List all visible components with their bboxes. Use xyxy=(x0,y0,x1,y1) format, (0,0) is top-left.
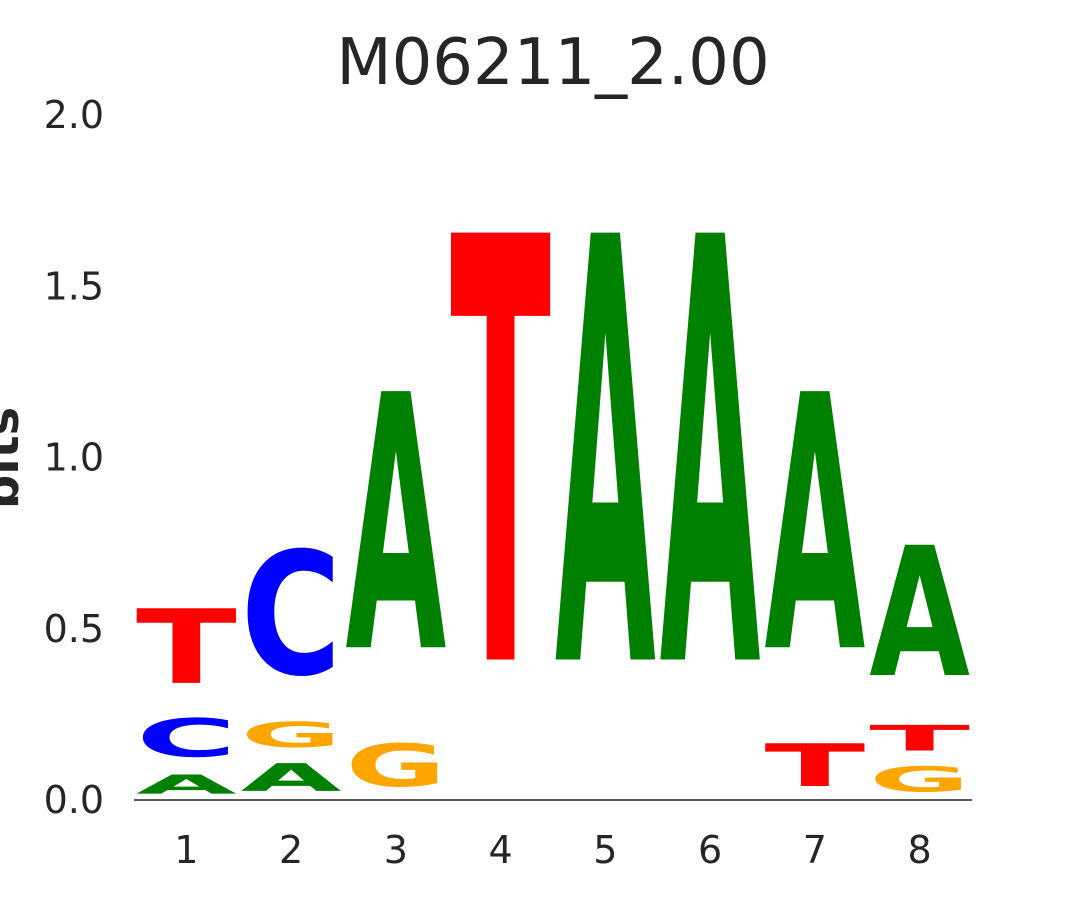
x-tick-label: 8 xyxy=(908,828,932,872)
logo-letter-t: T xyxy=(869,718,970,759)
y-tick-label: 0.5 xyxy=(44,607,104,651)
logo-letter-c: C xyxy=(241,517,342,714)
logo-letter-a: A xyxy=(660,117,762,799)
logo-letter-g: G xyxy=(869,759,970,800)
x-tick-label: 5 xyxy=(593,828,617,872)
x-tick-label: 2 xyxy=(279,828,303,872)
logo-letter-a: A xyxy=(869,509,970,717)
x-tick-label: 1 xyxy=(174,828,198,872)
chart-title: M06211_2.00 xyxy=(336,26,769,100)
logo-letter-a: A xyxy=(136,770,237,801)
y-axis-ticks: 0.0 0.5 1.0 1.5 2.0 xyxy=(44,93,104,822)
logo-letter-t: T xyxy=(450,116,552,798)
logo-letter-a: A xyxy=(765,322,867,730)
y-tick-label: 0.0 xyxy=(44,778,104,822)
logo-letter-t: T xyxy=(765,732,866,800)
logo-letter-a: A xyxy=(555,117,657,799)
logo-letter-g: G xyxy=(241,715,342,756)
logo-letter-t: T xyxy=(136,588,237,707)
logo-letter-c: C xyxy=(136,707,237,769)
logo-letter-a: A xyxy=(346,322,448,730)
y-tick-label: 1.0 xyxy=(44,436,104,480)
y-tick-label: 1.5 xyxy=(44,264,104,308)
logo-letter-a: A xyxy=(241,756,342,800)
x-tick-label: 3 xyxy=(384,828,408,872)
x-tick-label: 4 xyxy=(489,828,513,872)
x-tick-label: 7 xyxy=(803,828,827,872)
y-tick-label: 2.0 xyxy=(44,93,104,137)
x-axis-ticks: 1 2 3 4 5 6 7 8 xyxy=(174,828,931,872)
x-tick-label: 6 xyxy=(698,828,722,872)
logo-letter-g: G xyxy=(346,732,447,800)
y-axis-label: bits xyxy=(0,407,30,509)
